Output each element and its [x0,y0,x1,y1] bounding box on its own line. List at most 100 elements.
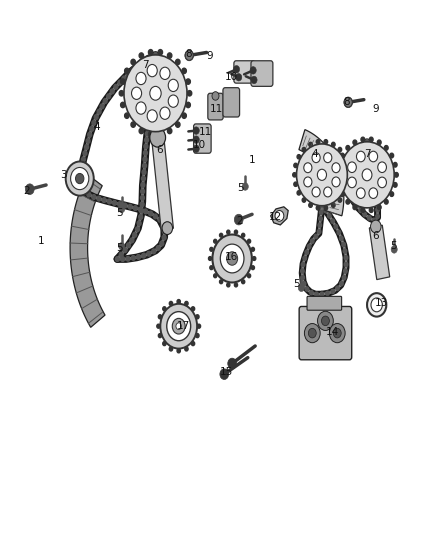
Circle shape [304,177,312,187]
FancyBboxPatch shape [208,93,223,120]
Circle shape [339,236,343,240]
Circle shape [253,256,256,261]
Circle shape [344,168,348,173]
Circle shape [126,256,130,261]
Circle shape [348,162,357,173]
Circle shape [87,192,91,197]
Circle shape [134,206,137,211]
Circle shape [80,164,84,168]
Circle shape [143,164,146,168]
FancyBboxPatch shape [307,296,342,310]
Circle shape [336,286,339,290]
Circle shape [137,221,141,225]
Circle shape [163,342,166,345]
Circle shape [150,128,166,147]
Circle shape [158,50,162,55]
Circle shape [114,84,118,89]
Circle shape [297,191,300,195]
Circle shape [301,262,305,266]
Circle shape [329,324,345,343]
Circle shape [141,196,145,200]
Circle shape [324,140,328,144]
Circle shape [357,151,365,162]
Circle shape [118,202,122,206]
Circle shape [395,173,398,177]
Circle shape [318,223,321,227]
Text: 5: 5 [293,279,300,288]
Circle shape [385,146,388,150]
FancyBboxPatch shape [234,61,255,83]
Circle shape [301,276,304,280]
Circle shape [131,59,135,64]
Circle shape [142,253,146,258]
Circle shape [367,293,386,317]
Circle shape [131,256,135,260]
Circle shape [139,215,142,220]
Circle shape [146,125,150,130]
Circle shape [369,188,378,198]
Circle shape [131,122,135,127]
Circle shape [343,191,347,195]
Circle shape [342,243,345,247]
Polygon shape [299,130,344,216]
Text: 1: 1 [248,155,255,165]
Circle shape [97,109,101,114]
Circle shape [337,230,341,235]
Circle shape [236,74,242,81]
Circle shape [302,148,306,152]
Circle shape [159,315,162,319]
Text: 11: 11 [210,104,223,114]
Circle shape [302,281,306,286]
Circle shape [196,315,199,319]
Circle shape [340,281,343,286]
Text: 5: 5 [237,183,244,192]
Circle shape [227,283,230,287]
Circle shape [125,113,129,118]
Circle shape [147,110,157,122]
Text: 6: 6 [372,231,379,240]
Circle shape [214,274,217,278]
Circle shape [123,248,127,253]
Circle shape [346,182,350,187]
Circle shape [228,358,237,369]
Circle shape [148,50,153,55]
Circle shape [118,80,122,85]
Circle shape [376,208,379,212]
Circle shape [193,127,199,134]
Circle shape [161,223,165,228]
Circle shape [334,224,338,229]
Circle shape [377,205,381,209]
Circle shape [176,122,180,127]
Circle shape [100,104,104,109]
Circle shape [305,287,309,291]
Circle shape [348,193,352,198]
Circle shape [227,230,230,234]
Circle shape [331,219,335,223]
Circle shape [346,188,350,192]
Circle shape [185,302,188,305]
Circle shape [385,199,388,204]
Circle shape [309,142,312,147]
Circle shape [144,150,147,155]
Circle shape [71,167,89,190]
Text: 5: 5 [390,241,397,251]
Circle shape [157,324,160,328]
Circle shape [107,94,111,99]
Circle shape [346,163,350,167]
Text: 10: 10 [193,140,206,150]
Circle shape [182,113,186,118]
Circle shape [145,138,148,142]
Text: 7: 7 [364,149,371,158]
Circle shape [303,256,307,261]
Circle shape [300,269,304,273]
Circle shape [220,244,244,273]
Circle shape [378,162,386,173]
Circle shape [293,173,296,177]
Circle shape [326,291,329,295]
Circle shape [311,239,314,243]
Circle shape [136,72,146,85]
Circle shape [297,155,300,159]
FancyBboxPatch shape [223,87,240,117]
Circle shape [167,128,172,134]
Circle shape [119,252,123,257]
